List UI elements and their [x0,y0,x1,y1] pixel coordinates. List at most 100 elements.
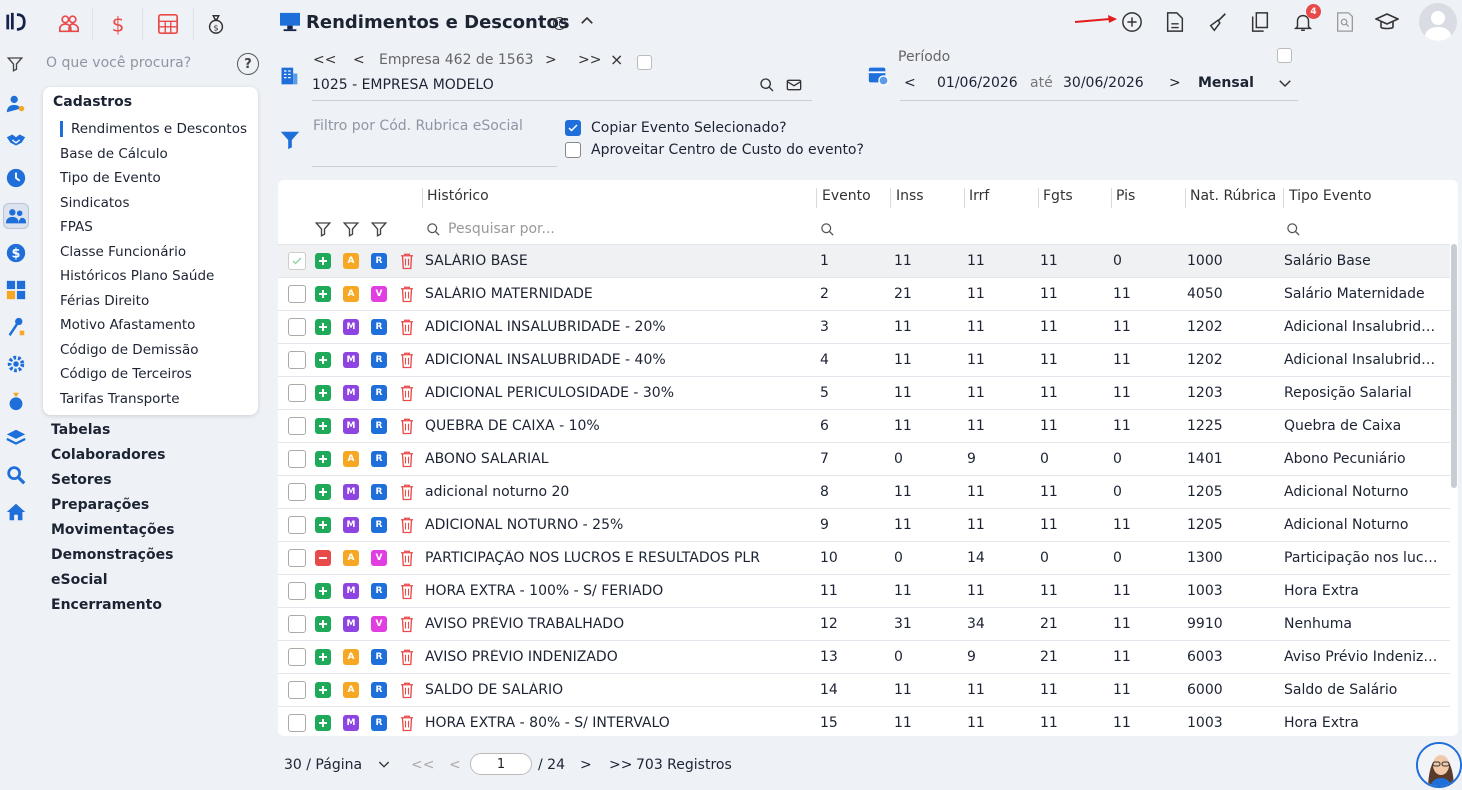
row-checkbox[interactable] [288,582,306,600]
menu-item-ferias-direito[interactable]: Férias Direito [60,293,150,309]
prev-company-button[interactable]: < [353,52,365,68]
dollar-icon[interactable]: $ [4,241,28,265]
tag-badge-type[interactable]: M [343,352,359,368]
first-page-button[interactable]: << [411,757,435,773]
table-row[interactable]: A R SALDO DE SALÁRIO 14 11 11 11 11 6000 Saldo de… [278,673,1450,706]
mail-icon[interactable] [786,77,802,97]
table-row[interactable]: A V PARTICIPAÇÃO NOS LUCROS E RESULTADOS P… [278,541,1450,574]
menu-item-sindicatos[interactable]: Sindicatos [60,195,130,211]
tag-badge-type[interactable]: M [343,616,359,632]
tag-badge-kind[interactable]: R [371,385,387,401]
cost-center-option[interactable]: Aproveitar Centro de Custo do evento? [565,142,864,158]
chevron-up-icon[interactable] [578,12,596,34]
tag-badge-type[interactable]: M [343,385,359,401]
period-next-button[interactable]: > [1169,75,1181,91]
column-header-nat-rubrica[interactable]: Nat. Rúbrica [1190,188,1277,204]
last-page-button[interactable]: >> [609,757,633,773]
add-circle-icon[interactable] [1120,10,1144,34]
per-page-select[interactable]: 30 / Página [284,757,363,773]
tag-badge-kind[interactable]: V [371,286,387,302]
tag-badge-kind[interactable]: R [371,418,387,434]
row-checkbox[interactable] [288,285,306,303]
table-row[interactable]: M R HORA EXTRA - 80% - S/ INTERVALO 15 11 11 1… [278,706,1450,736]
first-company-button[interactable]: << [313,52,337,68]
trash-icon[interactable] [399,714,415,736]
table-row[interactable]: M V AVISO PRÉVIO TRABALHADO 12 31 34 21 11 9910 N… [278,607,1450,640]
menu-section-preparacoes[interactable]: Preparações [51,497,150,513]
period-checkbox[interactable] [1277,48,1292,63]
money-sack-icon[interactable]: $ [204,8,228,40]
people-group-icon[interactable] [56,8,82,40]
trash-icon[interactable] [399,615,415,637]
row-checkbox[interactable] [288,681,306,699]
filter-tag2-icon[interactable] [370,220,388,242]
period-end-input[interactable]: 30/06/2026 [1063,75,1144,91]
menu-item-fpas[interactable]: FPAS [60,219,93,235]
tag-badge-type[interactable]: M [343,319,359,335]
tag-badge-type[interactable]: A [343,286,359,302]
evento-search-icon[interactable] [820,222,835,241]
tag-badge-kind[interactable]: R [371,649,387,665]
plus-icon[interactable] [315,583,331,599]
calculator-grid-icon[interactable] [155,8,181,40]
clock-icon[interactable] [4,166,28,190]
tipo-search-icon[interactable] [1286,222,1301,241]
layers-icon[interactable] [4,426,28,450]
tag-badge-type[interactable]: A [343,451,359,467]
handshake-icon[interactable] [4,128,28,152]
tag-badge-kind[interactable]: R [371,451,387,467]
plus-icon[interactable] [315,319,331,335]
plus-icon[interactable] [315,682,331,698]
user-avatar[interactable] [1419,3,1457,41]
table-row[interactable]: M R QUEBRA DE CAIXA - 10% 6 11 11 11 11 1225 Queb… [278,409,1450,442]
menu-item-codigo-terceiros[interactable]: Código de Terceiros [60,366,192,382]
row-checkbox[interactable] [288,417,306,435]
trash-icon[interactable] [399,582,415,604]
tag-badge-type[interactable]: A [343,682,359,698]
menu-item-rendimentos[interactable]: Rendimentos e Descontos [60,121,247,137]
grid-search-input[interactable]: Pesquisar por... [448,221,555,237]
tag-badge-kind[interactable]: R [371,517,387,533]
menu-search[interactable]: O que você procura? ? [0,52,270,78]
plus-icon[interactable] [315,616,331,632]
menu-item-codigo-demissao[interactable]: Código de Demissão [60,342,199,358]
column-header-historico[interactable]: Histórico [427,188,489,204]
plus-icon[interactable] [315,286,331,302]
row-checkbox[interactable] [288,351,306,369]
company-search-icon[interactable] [759,77,775,97]
trash-icon[interactable] [399,516,415,538]
trash-icon[interactable] [399,549,415,571]
row-checkbox[interactable] [288,384,306,402]
chevron-down-icon[interactable] [1276,74,1294,96]
menu-section-tabelas[interactable]: Tabelas [51,422,111,438]
table-row[interactable]: M R ADICIONAL NOTURNO - 25% 9 11 11 11 11 1205 Ad… [278,508,1450,541]
tag-badge-kind[interactable]: R [371,682,387,698]
row-checkbox[interactable] [288,252,306,270]
trash-icon[interactable] [399,384,415,406]
menu-group-title[interactable]: Cadastros [53,94,133,110]
plus-icon[interactable] [315,352,331,368]
cost-center-checkbox[interactable] [565,142,581,158]
copy-event-checkbox[interactable] [565,120,581,136]
row-checkbox[interactable] [288,714,306,732]
plus-icon[interactable] [315,253,331,269]
menu-item-classe-funcionario[interactable]: Classe Funcionário [60,244,187,260]
trash-icon[interactable] [399,351,415,373]
tag-badge-type[interactable]: A [343,550,359,566]
grid-scrollbar[interactable] [1451,244,1457,488]
trash-icon[interactable] [399,318,415,340]
plus-icon[interactable] [315,715,331,731]
table-row[interactable]: M R ADICIONAL PERICULOSIDADE - 30% 5 11 11 11 1… [278,376,1450,409]
plus-icon[interactable] [315,385,331,401]
user-settings-icon[interactable] [4,92,28,116]
menu-item-historicos-plano[interactable]: Históricos Plano Saúde [60,268,215,284]
filter-op-icon[interactable] [314,220,332,242]
plus-icon[interactable] [315,418,331,434]
dollar-sign-icon[interactable]: $ [106,8,130,40]
menu-section-demonstracoes[interactable]: Demonstrações [51,547,174,563]
plus-icon[interactable] [315,451,331,467]
trash-icon[interactable] [399,285,415,307]
trash-icon[interactable] [399,450,415,472]
clear-company-button[interactable]: × [610,50,624,69]
